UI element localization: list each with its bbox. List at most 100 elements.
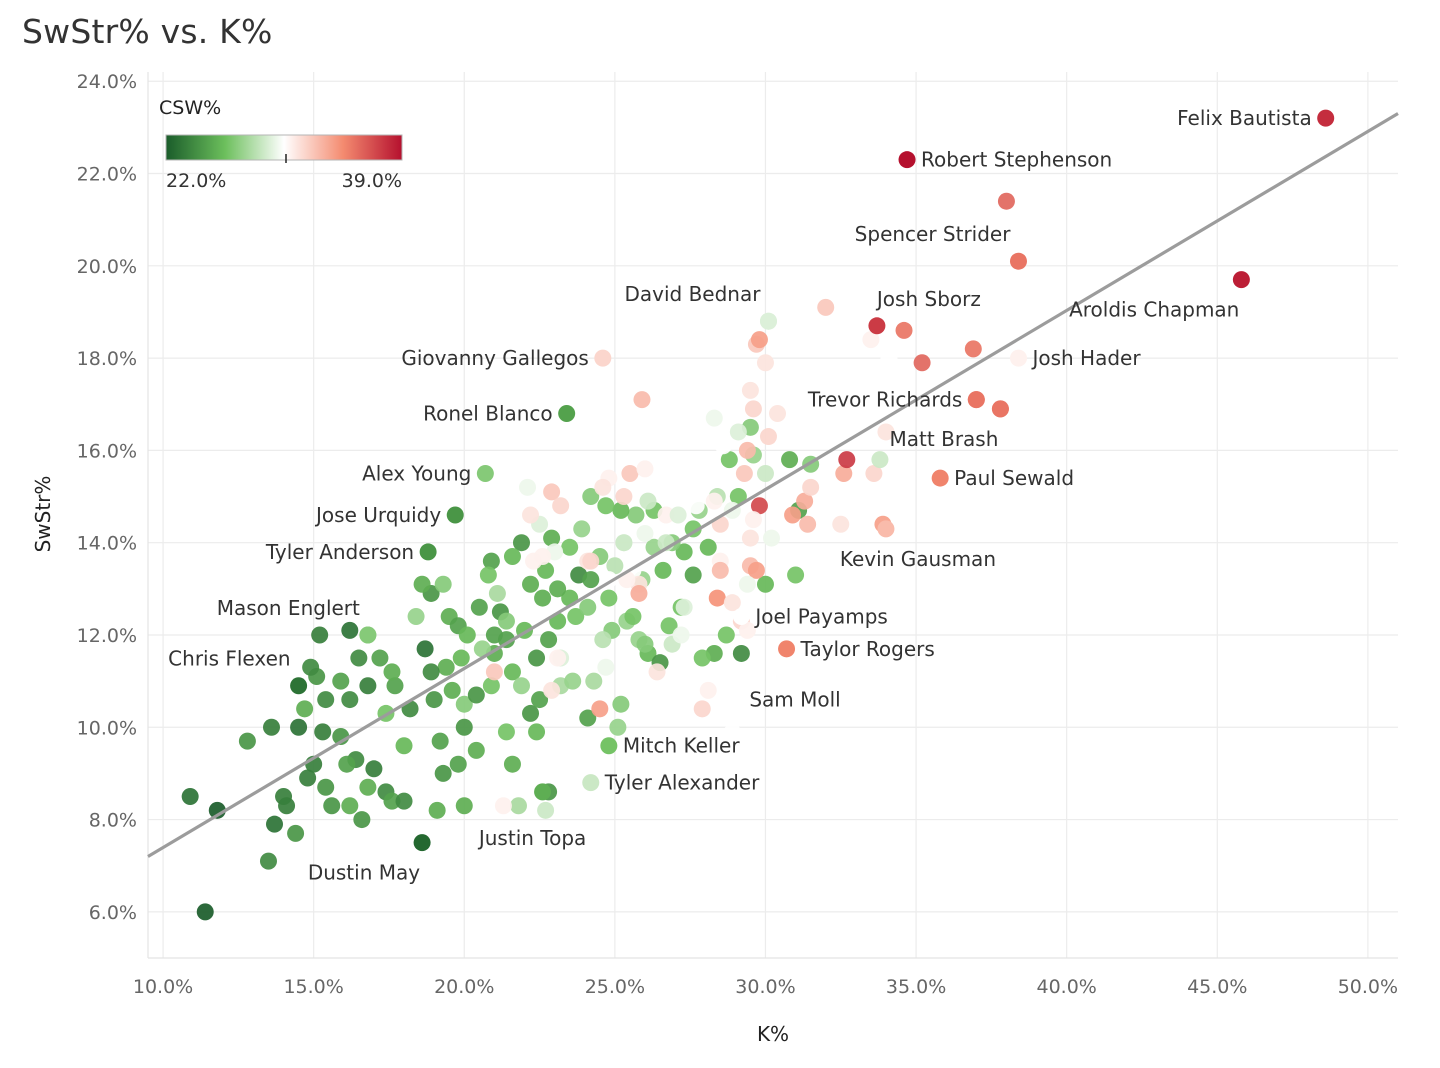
- data-point: [543, 529, 561, 547]
- data-point: [738, 575, 756, 593]
- data-point-labeled: [582, 774, 600, 792]
- y-tick-label: 18.0%: [77, 348, 137, 370]
- point-label: Giovanny Gallegos: [401, 346, 588, 370]
- y-tick-label: 20.0%: [77, 256, 137, 278]
- labeled-points: Felix Bautista Robert Stephenson Spencer S…: [168, 106, 1335, 885]
- data-point: [196, 903, 214, 921]
- x-tick-label: 15.0%: [283, 976, 343, 998]
- data-point-labeled: [931, 469, 949, 487]
- data-point-labeled: [359, 626, 377, 644]
- data-point: [672, 626, 690, 644]
- data-point: [895, 321, 913, 339]
- data-point: [594, 478, 612, 496]
- data-point: [259, 852, 277, 870]
- data-point: [299, 769, 317, 787]
- data-point: [531, 691, 549, 709]
- x-axis-title: K%: [757, 1022, 789, 1046]
- data-point: [699, 538, 717, 556]
- data-point: [287, 824, 305, 842]
- data-point: [443, 681, 461, 699]
- data-point: [485, 626, 503, 644]
- data-point-labeled: [991, 400, 1009, 418]
- data-point: [784, 506, 802, 524]
- data-point: [314, 723, 332, 741]
- data-point: [528, 649, 546, 667]
- data-point: [437, 658, 455, 676]
- data-point-labeled: [600, 737, 618, 755]
- data-point: [434, 575, 452, 593]
- data-point: [781, 451, 799, 469]
- data-point: [880, 349, 898, 367]
- data-point: [741, 381, 759, 399]
- data-point: [705, 409, 723, 427]
- data-point: [741, 529, 759, 547]
- data-point: [675, 598, 693, 616]
- x-tick-label: 50.0%: [1338, 976, 1398, 998]
- y-tick-label: 22.0%: [77, 164, 137, 186]
- data-point-labeled: [898, 151, 916, 169]
- data-point: [317, 691, 335, 709]
- point-label: Josh Sborz: [875, 287, 981, 311]
- data-point: [470, 598, 488, 616]
- data-point: [729, 423, 747, 441]
- data-point: [865, 464, 883, 482]
- data-point: [497, 723, 515, 741]
- data-point: [395, 792, 413, 810]
- data-point: [729, 488, 747, 506]
- point-label: Jose Urquidy: [314, 503, 441, 527]
- data-point: [534, 589, 552, 607]
- data-point: [621, 464, 639, 482]
- y-tick-label: 8.0%: [89, 810, 137, 832]
- point-label: Kevin Gausman: [840, 547, 996, 571]
- y-tick-label: 16.0%: [77, 440, 137, 462]
- data-point: [699, 681, 717, 699]
- point-label: Josh Hader: [1030, 346, 1141, 370]
- point-label: Dustin May: [308, 861, 420, 885]
- data-point: [371, 649, 389, 667]
- y-axis-ticks: 6.0% 8.0% 10.0% 12.0% 14.0% 16.0% 18.0% 20.0% 22…: [77, 71, 137, 924]
- point-label: Ronel Blanco: [423, 401, 553, 425]
- data-point: [711, 561, 729, 579]
- data-point: [693, 649, 711, 667]
- data-point: [407, 608, 425, 626]
- data-point: [365, 760, 383, 778]
- data-point: [262, 718, 280, 736]
- data-point: [395, 737, 413, 755]
- data-point: [738, 621, 756, 639]
- data-point-labeled: [290, 677, 308, 695]
- data-point: [717, 626, 735, 644]
- data-point: [744, 511, 762, 529]
- legend-gradient-bar: [165, 134, 403, 161]
- data-point: [799, 515, 817, 533]
- data-point: [509, 797, 527, 815]
- data-point: [341, 797, 359, 815]
- data-point: [238, 732, 256, 750]
- data-point-labeled: [446, 506, 464, 524]
- data-point: [341, 691, 359, 709]
- y-tick-label: 24.0%: [77, 71, 137, 93]
- data-point: [332, 672, 350, 690]
- data-point: [383, 792, 401, 810]
- data-point: [488, 584, 506, 602]
- data-point: [744, 400, 762, 418]
- data-point: [455, 695, 473, 713]
- data-point-labeled: [868, 317, 886, 335]
- data-point: [738, 441, 756, 459]
- data-point: [573, 520, 591, 538]
- data-point-labeled: [1317, 109, 1335, 127]
- data-point: [627, 506, 645, 524]
- data-point: [723, 594, 741, 612]
- x-tick-label: 35.0%: [886, 976, 946, 998]
- data-point: [537, 801, 555, 819]
- data-point: [964, 340, 982, 358]
- data-point-labeled: [732, 608, 750, 626]
- data-point: [503, 548, 521, 566]
- data-point: [428, 801, 446, 819]
- data-point: [862, 331, 880, 349]
- data-point: [278, 797, 296, 815]
- point-label: Mitch Keller: [623, 734, 741, 758]
- x-tick-label: 25.0%: [585, 976, 645, 998]
- data-point: [296, 700, 314, 718]
- data-point: [747, 561, 765, 579]
- data-point-labeled: [413, 834, 431, 852]
